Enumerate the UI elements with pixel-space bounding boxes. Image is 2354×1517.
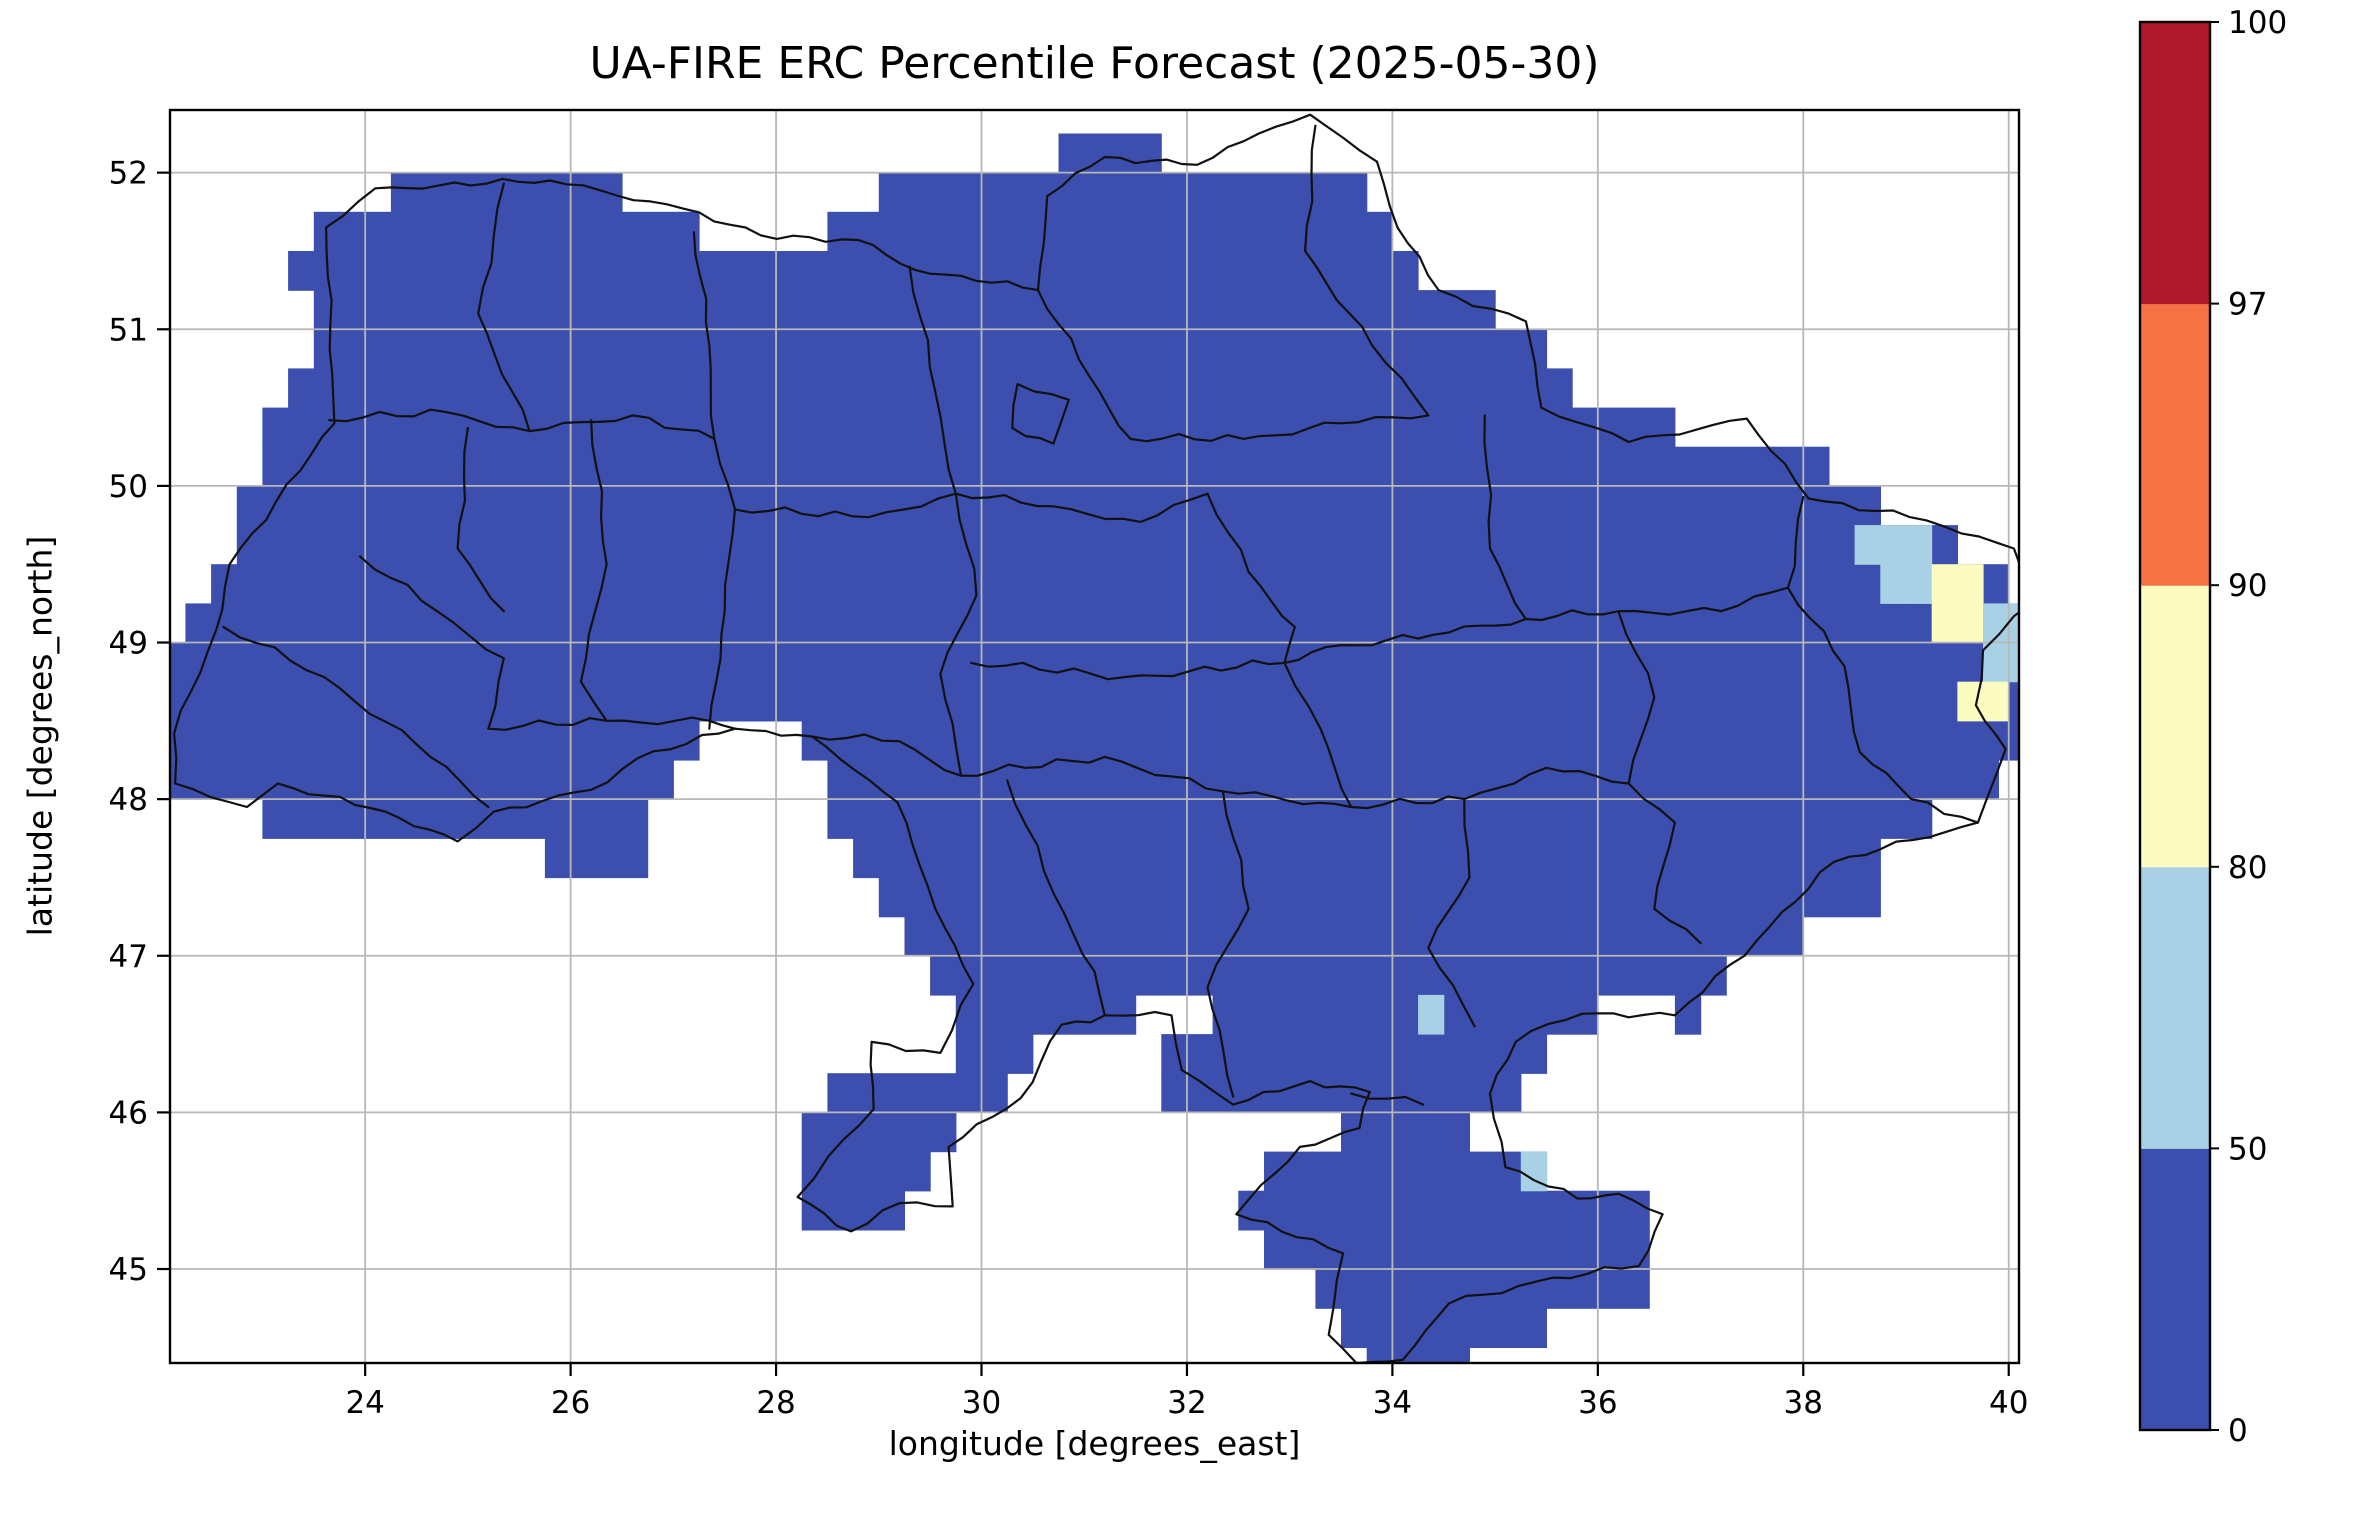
oblast-border-line xyxy=(222,625,490,809)
erc-fill-cells xyxy=(170,133,2019,1363)
colorbar-tick-label: 97 xyxy=(2228,287,2267,323)
oblast-border-line xyxy=(1006,779,1106,1017)
axes-frame xyxy=(168,108,2021,1365)
oblast-border-line xyxy=(1283,661,1353,809)
oblast-border-line xyxy=(579,419,608,722)
y-tick-label: 50 xyxy=(109,469,148,505)
oblast-border-line xyxy=(954,492,1209,523)
oblast-border-line xyxy=(1036,289,1132,440)
y-tick-label: 48 xyxy=(109,782,148,818)
y-axis-ticks: 45 46 47 48 49 50 51 52 xyxy=(109,156,170,1288)
oblast-border-line xyxy=(959,755,1353,809)
oblast-border-line xyxy=(1350,1092,1425,1106)
colorbar-tick-label: 90 xyxy=(2228,568,2267,604)
erc-anomaly-cells xyxy=(1418,525,2019,1192)
oblast-border-line xyxy=(1304,124,1430,417)
oblast-border-line xyxy=(908,265,957,495)
oblast-border-line xyxy=(487,716,737,731)
colorbar: 0 50 80 90 97 100 xyxy=(2138,5,2287,1449)
x-tick-label: 24 xyxy=(345,1385,384,1421)
oblast-border-line xyxy=(970,659,1286,681)
oblast-border-line xyxy=(733,492,957,519)
oblast-border-line xyxy=(328,408,716,440)
oblast-border-line xyxy=(358,555,505,730)
y-tick-label: 45 xyxy=(109,1252,148,1288)
oblast-border-line xyxy=(1786,586,1979,824)
oblast-border-line xyxy=(1786,495,1805,589)
chart-title: UA-FIRE ERC Percentile Forecast (2025-05… xyxy=(589,38,1600,89)
y-tick-label: 47 xyxy=(109,939,148,975)
oblast-border-line xyxy=(456,426,505,613)
y-axis-label: latitude [degrees_north] xyxy=(20,535,60,937)
x-tick-label: 32 xyxy=(1167,1385,1206,1421)
oblast-border-line xyxy=(1483,414,1527,621)
x-tick-label: 28 xyxy=(756,1385,795,1421)
oblast-border-line xyxy=(1524,586,1789,622)
oblast-border-line xyxy=(1283,617,1527,664)
oblast-border-line xyxy=(1350,766,1630,810)
colorbar-tick-label: 100 xyxy=(2228,5,2287,41)
x-tick-label: 36 xyxy=(1578,1385,1617,1421)
x-tick-label: 40 xyxy=(1989,1385,2028,1421)
oblast-boundaries xyxy=(173,113,2019,1363)
x-axis-label: longitude [degrees_east] xyxy=(888,1424,1301,1463)
oblast-border-line xyxy=(1206,492,1296,664)
colorbar-frame xyxy=(2138,20,2212,1432)
oblast-border-line xyxy=(708,437,737,730)
x-tick-label: 34 xyxy=(1373,1385,1412,1421)
x-axis-ticks: 24 26 28 30 32 34 36 38 40 xyxy=(345,1363,2028,1421)
oblast-border-line xyxy=(477,182,531,433)
oblast-border-line xyxy=(1206,790,1250,1098)
y-tick-label: 51 xyxy=(109,312,148,348)
x-tick-label: 30 xyxy=(962,1385,1001,1421)
oblast-border-line xyxy=(1011,383,1070,445)
oblast-border-line xyxy=(1427,798,1476,1028)
oblast-border-line xyxy=(692,231,716,440)
colorbar-tick-label: 80 xyxy=(2228,850,2267,886)
x-tick-label: 26 xyxy=(551,1385,590,1421)
oblast-border-line xyxy=(1129,414,1430,443)
colorbar-tick-label: 50 xyxy=(2228,1131,2267,1167)
oblast-border-line xyxy=(1617,610,1656,785)
oblast-border-line xyxy=(810,733,963,777)
colorbar-tick-label: 0 xyxy=(2228,1413,2248,1449)
oblast-border-line xyxy=(1627,782,1702,945)
y-tick-label: 52 xyxy=(109,156,148,192)
country-border-line xyxy=(173,113,2019,1363)
oblast-border-line xyxy=(939,492,978,777)
y-tick-label: 46 xyxy=(109,1095,148,1131)
y-tick-label: 49 xyxy=(109,626,148,662)
x-tick-label: 38 xyxy=(1784,1385,1823,1421)
